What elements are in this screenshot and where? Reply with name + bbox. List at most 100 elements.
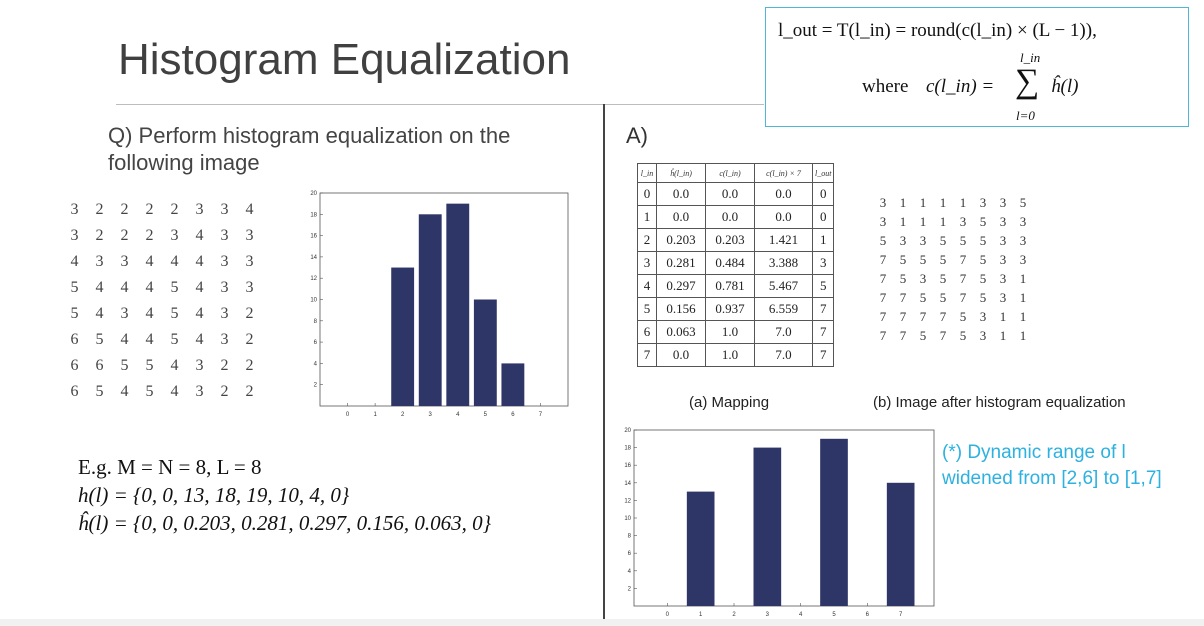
output-pixel-cell: 5 <box>919 251 927 267</box>
input-pixel-cell: 2 <box>220 383 229 400</box>
input-pixel-cell: 2 <box>245 383 254 400</box>
x-tick-label: 0 <box>666 612 670 618</box>
mapping-cell: 0.0 <box>656 205 706 229</box>
input-pixel-cell: 4 <box>170 253 179 270</box>
dynamic-range-note: (*) Dynamic range of l widened from [2,6… <box>942 440 1162 492</box>
mapping-row: 7 0.0 1.0 7.0 7 <box>637 343 835 367</box>
output-pixel-cell: 7 <box>879 308 887 324</box>
output-pixel-cell: 1 <box>1019 308 1027 324</box>
formula-line-1: l_out = T(l_in) = round(c(l_in) × (L − 1… <box>778 20 1097 41</box>
input-pixel-cell: 4 <box>195 279 204 296</box>
output-pixel-cell: 1 <box>1019 289 1027 305</box>
output-pixel-cell: 5 <box>979 213 987 229</box>
output-pixel-cell: 7 <box>919 308 927 324</box>
mapping-cell: 0.0 <box>754 205 813 229</box>
mapping-cell: 4 <box>637 274 657 298</box>
output-pixel-cell: 1 <box>899 194 907 210</box>
output-pixel-cell: 5 <box>979 232 987 248</box>
example-line-3: ĥ(l) = {0, 0, 0.203, 0.281, 0.297, 0.156… <box>78 511 492 535</box>
bar <box>820 438 848 606</box>
output-pixel-cell: 3 <box>959 213 967 229</box>
mapping-cell: 1.0 <box>705 343 755 367</box>
y-tick-label: 14 <box>624 481 631 487</box>
input-pixel-cell: 5 <box>170 305 179 322</box>
bar <box>473 299 497 406</box>
bar <box>886 482 915 606</box>
x-tick-label: 0 <box>346 412 350 416</box>
input-pixel-cell: 5 <box>145 357 154 374</box>
output-pixel-cell: 7 <box>939 327 947 343</box>
output-pixel-cell: 7 <box>899 308 907 324</box>
output-pixel-cell: 5 <box>919 289 927 305</box>
mapping-cell: 0.484 <box>705 251 755 275</box>
input-pixel-cell: 6 <box>70 383 79 400</box>
formula-where: where <box>862 76 909 97</box>
mapping-cell: 7 <box>811 297 835 321</box>
input-pixel-cell: 3 <box>95 253 104 270</box>
sum-icon: ∑ <box>1015 63 1040 100</box>
output-pixel-cell: 5 <box>959 232 967 248</box>
input-pixel-cell: 5 <box>145 383 154 400</box>
output-pixel-cell: 5 <box>919 327 927 343</box>
output-pixel-cell: 7 <box>879 251 887 267</box>
output-pixel-cell: 3 <box>979 308 987 324</box>
output-pixel-cell: 3 <box>879 213 887 229</box>
input-pixel-cell: 6 <box>95 357 104 374</box>
y-tick-label: 18 <box>310 212 317 218</box>
x-tick-label: 3 <box>766 612 770 618</box>
output-pixel-cell: 3 <box>879 194 887 210</box>
input-pixel-cell: 4 <box>145 253 154 270</box>
input-pixel-cell: 2 <box>245 305 254 322</box>
input-pixel-cell: 4 <box>95 305 104 322</box>
y-tick-label: 2 <box>314 383 318 389</box>
mapping-cell: 0.781 <box>705 274 755 298</box>
mapping-cell: 0 <box>811 182 835 206</box>
mapping-cell: 1.0 <box>705 320 755 344</box>
output-pixel-cell: 5 <box>899 270 907 286</box>
input-pixel-cell: 4 <box>95 279 104 296</box>
input-pixel-cell: 5 <box>170 331 179 348</box>
input-pixel-cell: 4 <box>195 305 204 322</box>
output-pixel-cell: 3 <box>1019 213 1027 229</box>
y-tick-label: 12 <box>624 498 631 504</box>
input-pixel-cell: 2 <box>95 201 104 218</box>
mapping-cell: 3.388 <box>754 251 813 275</box>
y-tick-label: 20 <box>624 428 631 434</box>
mapping-cell: 3 <box>811 251 835 275</box>
input-pixel-cell: 4 <box>170 357 179 374</box>
output-pixel-cell: 3 <box>1019 232 1027 248</box>
x-tick-label: 3 <box>429 412 433 416</box>
output-pixel-cell: 1 <box>939 213 947 229</box>
y-tick-label: 6 <box>628 551 632 557</box>
mapping-cell: 6 <box>637 320 657 344</box>
input-pixel-cell: 5 <box>70 279 79 296</box>
mapping-cell: 5 <box>637 297 657 321</box>
input-pixel-cell: 3 <box>120 253 129 270</box>
mapping-header: c(l_in) × 7 <box>754 163 813 183</box>
output-pixel-cell: 5 <box>939 251 947 267</box>
output-pixel-cell: 5 <box>1019 194 1027 210</box>
output-pixel-cell: 3 <box>999 232 1007 248</box>
input-pixel-cell: 4 <box>195 253 204 270</box>
mapping-cell: 0.203 <box>656 228 706 252</box>
output-pixel-cell: 7 <box>879 289 887 305</box>
x-tick-label: 7 <box>539 412 543 416</box>
bar <box>391 267 415 406</box>
x-tick-label: 1 <box>373 412 377 416</box>
mapping-cell: 0.0 <box>656 182 706 206</box>
mapping-row: 1 0.0 0.0 0.0 0 <box>637 205 835 229</box>
output-pixel-cell: 3 <box>979 327 987 343</box>
input-pixel-cell: 4 <box>170 383 179 400</box>
output-pixel-cell: 3 <box>999 251 1007 267</box>
y-tick-label: 6 <box>314 340 318 346</box>
output-pixel-cell: 1 <box>919 213 927 229</box>
mapping-cell: 0.0 <box>705 205 755 229</box>
